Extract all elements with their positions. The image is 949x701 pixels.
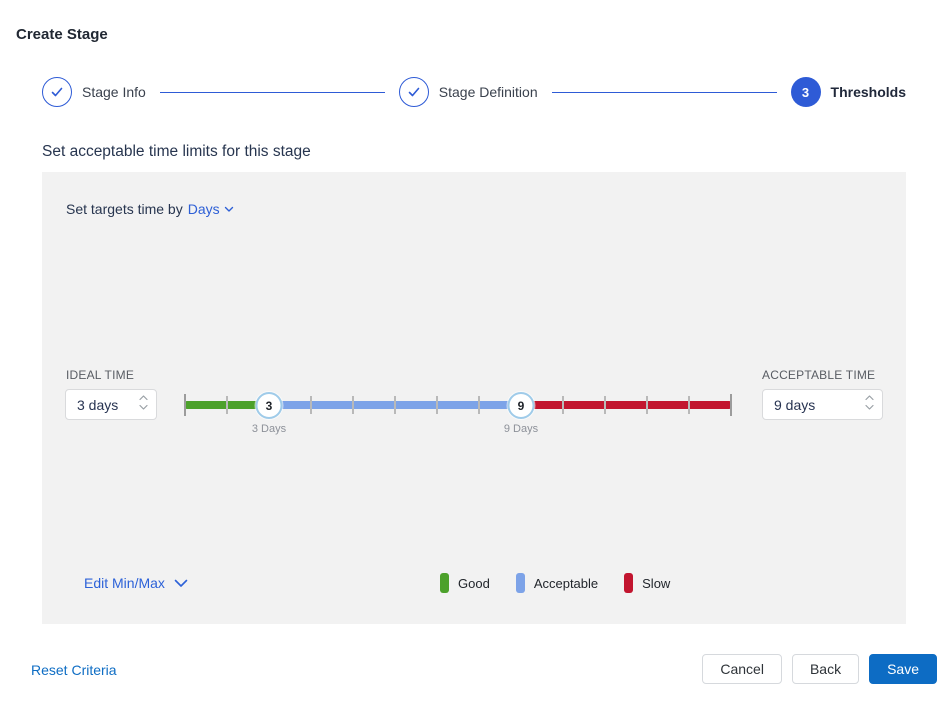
slider-tick [730, 394, 732, 416]
target-time-row: Set targets time by Days [66, 201, 234, 217]
step-label: Stage Info [82, 84, 146, 100]
stepper-connector [551, 91, 777, 93]
slider-handle-acceptable[interactable]: 9 [507, 392, 535, 419]
chevron-up-icon[interactable] [139, 395, 148, 401]
acceptable-time-label: ACCEPTABLE TIME [762, 368, 876, 382]
slider-tick [226, 396, 228, 414]
edit-minmax-label: Edit Min/Max [84, 575, 165, 591]
slider-handle-ideal[interactable]: 3 [255, 392, 283, 419]
slider-tick [310, 396, 312, 414]
threshold-range-slider[interactable]: 3 3 Days 9 9 Days [184, 392, 732, 435]
legend-label: Slow [642, 575, 671, 591]
legend-item-slow: Slow [624, 573, 670, 593]
slider-handle-ideal-label: 3 Days [251, 423, 287, 435]
chevron-down-icon [224, 206, 233, 212]
target-time-unit-dropdown[interactable]: Days [188, 201, 234, 217]
save-button[interactable]: Save [869, 654, 937, 684]
legend-swatch-icon [440, 573, 449, 593]
check-circle-icon [42, 77, 72, 107]
slider-segment-slow [521, 401, 731, 409]
step-label: Stage Definition [438, 84, 538, 100]
stepper-connector [159, 91, 385, 93]
slider-tick [352, 396, 354, 414]
slider-tick [478, 396, 480, 414]
thresholds-panel: Set targets time by Days IDEAL TIME 3 da… [42, 172, 906, 624]
step-stage-info[interactable]: Stage Info [42, 77, 146, 107]
reset-criteria-link[interactable]: Reset Criteria [31, 662, 117, 678]
slider-tick [184, 394, 186, 416]
slider-tick [436, 396, 438, 414]
chevron-down-icon [174, 579, 188, 587]
slider-tick [562, 396, 564, 414]
back-button[interactable]: Back [791, 654, 860, 684]
step-stage-definition[interactable]: Stage Definition [398, 77, 538, 107]
step-label: Thresholds [830, 84, 907, 100]
chevron-down-icon[interactable] [139, 404, 148, 410]
slider-handle-acceptable-label: 9 Days [503, 423, 539, 435]
step-thresholds[interactable]: 3 Thresholds [790, 77, 907, 107]
acceptable-time-stepper[interactable] [865, 395, 874, 410]
slider-tick [604, 396, 606, 414]
target-time-unit-value: Days [187, 201, 220, 217]
legend-item-good: Good [440, 573, 490, 593]
target-time-label: Set targets time by [66, 201, 183, 217]
legend-label: Acceptable [533, 575, 599, 591]
step-number-badge: 3 [790, 77, 821, 107]
check-circle-icon [398, 77, 429, 107]
footer-buttons: Cancel Back Save [702, 654, 937, 684]
ideal-time-value: 3 days [77, 396, 119, 413]
ideal-time-stepper[interactable] [139, 395, 148, 410]
ideal-time-input[interactable]: 3 days [65, 389, 157, 420]
chevron-down-icon[interactable] [865, 404, 874, 410]
acceptable-time-value: 9 days [774, 396, 816, 413]
stepper: Stage Info Stage Definition 3 Thresholds [42, 76, 906, 108]
legend-swatch-icon [624, 573, 634, 593]
slider-tick [646, 396, 648, 414]
section-heading: Set acceptable time limits for this stag… [42, 143, 311, 160]
legend-label: Good [458, 575, 490, 591]
legend-swatch-icon [515, 573, 525, 593]
acceptable-time-input[interactable]: 9 days [762, 389, 883, 420]
cancel-button[interactable]: Cancel [702, 654, 782, 684]
edit-minmax-link[interactable]: Edit Min/Max [84, 575, 188, 591]
check-icon [51, 87, 63, 97]
slider-tick [394, 396, 396, 414]
legend-item-acceptable: Acceptable [515, 573, 599, 593]
slider-legend: Good Acceptable Slow [440, 573, 670, 593]
slider-tick [688, 396, 690, 414]
page-title: Create Stage [16, 26, 108, 43]
check-icon [408, 87, 420, 97]
chevron-up-icon[interactable] [865, 395, 874, 401]
ideal-time-label: IDEAL TIME [66, 368, 135, 382]
